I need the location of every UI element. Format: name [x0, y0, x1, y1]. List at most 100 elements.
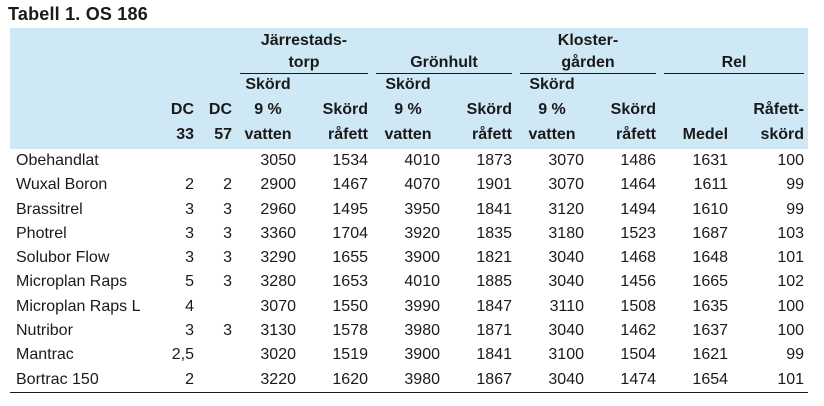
dc57-value: 2: [223, 176, 232, 194]
dc33-value: 3: [185, 249, 194, 267]
dc33-value: 2: [185, 176, 194, 194]
treatment-name: Bortrac 150: [10, 367, 160, 393]
treatment-name: Wuxal Boron: [16, 176, 108, 194]
klostergarden-skord9-value: 3100: [548, 346, 584, 364]
medel-value: 1611: [693, 176, 729, 194]
gronhult-skordrafett-value: 1847: [476, 297, 512, 315]
dc57-value: [198, 367, 236, 393]
gronhult-skordrafett-value: 1821: [476, 249, 512, 267]
group-header-klostergarden-line1: Kloster-: [557, 32, 619, 49]
klostergarden-skordrafett-value: 1456: [620, 273, 657, 291]
rafettskord-value: 100: [777, 322, 805, 340]
gronhult-skord9-value: 4070: [404, 176, 440, 194]
gronhult-skord9-value: 3980: [372, 367, 444, 393]
col-gronhult-skordrafett-line2: råfett: [444, 123, 516, 149]
treatment-name: Brassitrel: [16, 200, 83, 218]
table-row: Microplan Raps L 4 3070 1550 3990 1847 3110 150…: [10, 295, 808, 319]
medel-value: 1621: [692, 346, 729, 364]
jarrestad-skordrafett-value: 1534: [332, 152, 368, 169]
table-row: Wuxal Boron 2 2 2900 1467 4070 1901 3070 1464 161…: [10, 173, 808, 197]
rafettskord-value: 101: [732, 367, 809, 393]
klostergarden-skordrafett-value: 1504: [620, 346, 657, 364]
jarrestad-skordrafett-value: 1550: [332, 297, 368, 315]
gronhult-skordrafett-value: 1901: [476, 176, 512, 194]
jarrestad-skord9-value: 3220: [236, 367, 300, 393]
col-jarrestad-skordrafett-line2: råfett: [300, 123, 372, 149]
table-row: Microplan Raps 5 3 3280 1653 4010 1885 3040 1456…: [10, 270, 808, 294]
klostergarden-skordrafett-value: 1486: [620, 152, 657, 169]
gronhult-skordrafett-value: 1841: [476, 346, 512, 364]
medel-value: 1637: [692, 322, 729, 340]
klostergarden-skord9-value: 3040: [516, 367, 588, 393]
gronhult-skordrafett-value: 1885: [476, 273, 512, 291]
col-dc57-line1: DC: [198, 98, 236, 124]
treatment-name: Microplan Raps L: [16, 297, 141, 315]
col-klostergarden-skordrafett-line1: Skörd: [588, 98, 661, 124]
dc57-value: 3: [223, 224, 232, 242]
table-row: Photrel 3 3 3360 1704 3920 1835 3180 1523 1687 103: [10, 222, 808, 246]
results-table: Järrestads- Kloster- torp Grönhult gårde…: [10, 28, 809, 393]
results-table-container: Järrestads- Kloster- torp Grönhult gårde…: [10, 28, 809, 393]
col-gronhult-skord9-line1: Skörd: [372, 74, 444, 99]
table-row: Solubor Flow 3 3 3290 1655 3900 1821 3040 1468 16…: [10, 246, 808, 270]
treatment-name: Mantrac: [16, 346, 74, 364]
gronhult-skord9-value: 3900: [404, 249, 440, 267]
klostergarden-skord9-value: 3040: [548, 249, 584, 267]
gronhult-skordrafett-value: 1867: [444, 367, 516, 393]
group-header-jarrestad-line2: torp: [240, 52, 368, 74]
jarrestad-skord9-value: 3020: [260, 346, 296, 364]
rafettskord-value: 100: [777, 297, 805, 315]
klostergarden-skord9-value: 3110: [549, 297, 584, 315]
treatment-name: Solubor Flow: [16, 249, 110, 267]
dc33-value: 3: [185, 200, 194, 218]
dc57-value: 3: [223, 273, 232, 291]
klostergarden-skord9-value: 3070: [548, 152, 584, 169]
medel-value: 1665: [692, 273, 729, 291]
gronhult-skord9-value: 3990: [404, 297, 440, 315]
col-klostergarden-skordrafett-line2: råfett: [588, 123, 661, 149]
table-header: Järrestads- Kloster- torp Grönhult gårde…: [10, 28, 809, 149]
col-klostergarden-skord9-line2: 9 %: [516, 98, 588, 124]
rafettskord-value: 102: [777, 273, 805, 291]
dc57-value: [198, 149, 236, 174]
gronhult-skordrafett-value: 1841: [476, 200, 512, 218]
col-jarrestad-skord9-line1: Skörd: [236, 74, 300, 99]
group-header-gronhult: Grönhult: [376, 52, 512, 74]
jarrestad-skord9-value: 3290: [260, 249, 296, 267]
table-row: Brassitrel 3 3 2960 1495 3950 1841 3120 1494 1610…: [10, 198, 808, 222]
table-row: Obehandlat 3050 1534 4010 1873 3070 1486 1631 10…: [10, 149, 808, 174]
gronhult-skord9-value: 3950: [404, 200, 440, 218]
table-row: Bortrac 150 2 3220 1620 3980 1867 3040 1474 1654…: [10, 367, 809, 393]
dc57-value: [198, 343, 236, 367]
col-rafettskord-line2: skörd: [732, 123, 809, 149]
gronhult-skord9-value: 4010: [404, 273, 440, 291]
gronhult-skord9-value: 3980: [404, 322, 440, 340]
klostergarden-skordrafett-value: 1508: [620, 297, 657, 315]
dc33-value: 5: [185, 273, 194, 291]
jarrestad-skordrafett-value: 1653: [332, 273, 368, 291]
rafettskord-value: 103: [777, 224, 805, 242]
klostergarden-skord9-value: 3070: [548, 176, 584, 194]
col-jarrestad-skordrafett-line1: Skörd: [300, 98, 372, 124]
group-header-klostergarden-line2: gården: [520, 52, 657, 74]
col-gronhult-skordrafett-line1: Skörd: [444, 98, 516, 124]
jarrestad-skordrafett-value: 1578: [332, 322, 368, 340]
rafettskord-value: 99: [786, 200, 805, 218]
dc57-value: 3: [223, 200, 232, 218]
col-klostergarden-skord9-line1: Skörd: [516, 74, 588, 99]
dc33-value: 4: [185, 297, 194, 315]
dc33-value: 3: [185, 322, 194, 340]
dc57-value: 3: [223, 322, 232, 340]
table-title: Tabell 1. OS 186: [8, 4, 148, 24]
medel-value: 1635: [692, 297, 729, 315]
table-row: Nutribor 3 3 3130 1578 3980 1871 3040 1462 1637 10…: [10, 319, 808, 343]
treatment-name: Photrel: [16, 224, 67, 242]
table-row: Mantrac 2,5 3020 1519 3900 1841 3100 1504 1621 99: [10, 343, 808, 367]
col-rafettskord-line1: Råfett-: [732, 98, 809, 124]
jarrestad-skord9-value: 3070: [260, 297, 296, 315]
jarrestad-skord9-value: 2960: [260, 200, 296, 218]
medel-value: 1648: [692, 249, 729, 267]
treatment-name: Microplan Raps: [16, 273, 128, 291]
gronhult-skordrafett-value: 1871: [476, 322, 512, 340]
klostergarden-skordrafett-value: 1523: [620, 224, 657, 242]
